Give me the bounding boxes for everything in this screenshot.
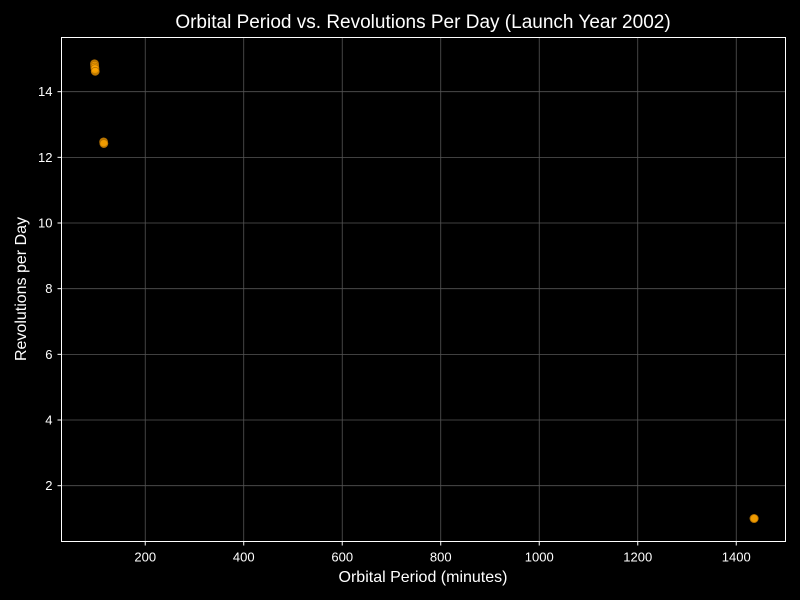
x-tick-label: 800 xyxy=(430,550,452,565)
plot-area-frame xyxy=(61,37,786,542)
grid xyxy=(61,37,786,542)
x-tick-label: 1200 xyxy=(623,550,652,565)
data-points xyxy=(90,59,759,523)
y-tick-label: 6 xyxy=(45,347,52,362)
x-tick-label: 400 xyxy=(233,550,255,565)
y-tick-label: 12 xyxy=(38,150,52,165)
axis-ticks: 200 400 600 800 1000 1200 1400 2 4 6 8 10 12 14 xyxy=(38,84,751,564)
y-tick-label: 2 xyxy=(45,478,52,493)
y-axis-label: Revolutions per Day xyxy=(13,217,30,361)
chart-title: Orbital Period vs. Revolutions Per Day (… xyxy=(175,12,670,33)
data-point xyxy=(749,514,759,523)
x-tick-label: 1000 xyxy=(525,550,554,565)
y-tick-label: 10 xyxy=(38,216,52,231)
y-tick-label: 14 xyxy=(38,84,52,99)
y-tick-label: 8 xyxy=(45,281,52,296)
x-tick-label: 600 xyxy=(331,550,353,565)
x-axis-label: Orbital Period (minutes) xyxy=(339,569,508,586)
x-tick-label: 200 xyxy=(134,550,156,565)
data-point xyxy=(90,66,100,76)
y-tick-label: 4 xyxy=(45,413,52,428)
data-point xyxy=(99,139,109,148)
x-tick-label: 1400 xyxy=(722,550,751,565)
